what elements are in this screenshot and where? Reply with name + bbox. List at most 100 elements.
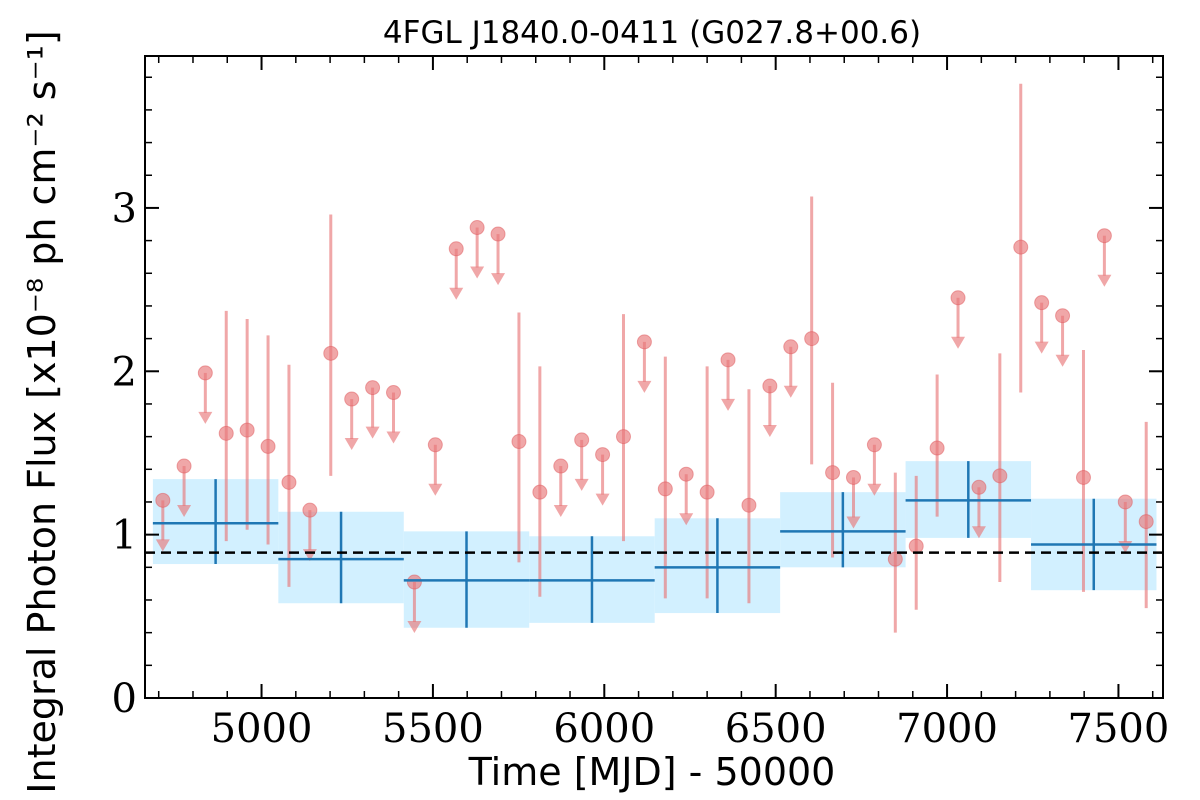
- flux-marker: [197, 365, 213, 381]
- upper-limit-point: [427, 437, 443, 496]
- flux-marker: [176, 458, 192, 474]
- x-tick-label: 6000: [553, 706, 655, 752]
- flux-marker: [678, 466, 694, 482]
- flux-point: [929, 374, 945, 517]
- y-tick-label: 2: [112, 349, 137, 395]
- plot-frame: [144, 55, 1164, 699]
- upper-limit-point: [344, 391, 360, 451]
- flux-marker: [615, 429, 631, 445]
- y-tick-label: 3: [112, 186, 137, 232]
- upper-limit-point: [783, 339, 799, 398]
- flux-marker: [1055, 308, 1071, 324]
- upper-limit-arrow-head: [1034, 341, 1049, 354]
- flux-marker: [281, 474, 297, 490]
- upper-limit-arrow-head: [386, 431, 401, 444]
- flux-marker: [595, 447, 611, 463]
- flux-marker: [720, 352, 736, 368]
- flux-point: [992, 353, 1008, 583]
- flux-point: [218, 310, 234, 542]
- flux-marker: [260, 438, 276, 454]
- flux-marker: [741, 497, 757, 513]
- upper-limit-arrow-head: [365, 426, 380, 439]
- flux-point: [281, 364, 297, 587]
- flux-marker: [1096, 228, 1112, 244]
- flux-marker: [344, 391, 360, 407]
- long-bin-point: [1031, 498, 1157, 591]
- flux-point: [1138, 421, 1154, 609]
- flux-point: [532, 366, 548, 597]
- chart-title: 4FGL J1840.0-0411 (G027.8+00.6): [383, 15, 921, 51]
- upper-limit-point: [595, 447, 611, 506]
- flux-point: [1013, 83, 1029, 393]
- upper-limit-point: [1096, 228, 1112, 287]
- upper-limit-point: [971, 479, 987, 539]
- flux-marker: [406, 574, 422, 590]
- upper-limit-arrow-head: [198, 411, 213, 424]
- flux-marker: [929, 440, 945, 456]
- upper-limit-arrow-head: [679, 513, 694, 526]
- upper-limit-point: [155, 492, 171, 552]
- flux-marker: [825, 465, 841, 481]
- long-bin-point: [780, 492, 906, 568]
- upper-limit-arrow-head: [344, 438, 359, 451]
- upper-limit-arrow-head: [553, 505, 568, 518]
- flux-marker: [365, 380, 381, 396]
- x-axis-title: Time [MJD] - 50000: [468, 750, 836, 794]
- upper-limit-point: [720, 352, 736, 411]
- upper-limit-arrow-head: [1055, 354, 1070, 367]
- flux-marker: [657, 481, 673, 497]
- upper-limit-arrow-head: [951, 336, 966, 349]
- upper-limit-arrow-head: [470, 266, 485, 279]
- y-tick-label: 0: [112, 676, 137, 722]
- upper-limit-point: [678, 466, 694, 526]
- flux-marker: [699, 484, 715, 500]
- upper-limit-arrow-head: [971, 526, 986, 539]
- upper-limit-arrow-head: [637, 380, 652, 393]
- flux-marker: [511, 434, 527, 450]
- flux-marker: [427, 437, 443, 453]
- flux-point: [887, 472, 903, 633]
- upper-limit-arrow-head: [574, 478, 589, 491]
- flux-marker: [908, 538, 924, 554]
- upper-limit-arrow-head: [1097, 274, 1112, 287]
- flux-point: [239, 319, 255, 530]
- upper-limit-arrow-head: [449, 287, 464, 300]
- flux-marker: [1138, 514, 1154, 530]
- upper-limit-point: [1055, 308, 1071, 367]
- upper-limit-point: [950, 290, 966, 349]
- upper-limit-point: [553, 458, 569, 518]
- upper-limit-arrow-head: [867, 483, 882, 496]
- flux-point: [323, 214, 339, 476]
- flux-marker: [239, 422, 255, 438]
- long-bin-point: [529, 536, 655, 623]
- flux-point: [511, 312, 527, 563]
- axis-ticks: 5000 5500 6000 6500 7000 7500 0 1 2 3: [112, 56, 1169, 752]
- upper-limit-point: [845, 469, 861, 529]
- flux-marker: [971, 479, 987, 495]
- upper-limit-arrow-head: [155, 539, 170, 552]
- upper-limit-arrow-head: [428, 483, 443, 496]
- x-tick-label: 7000: [896, 706, 998, 752]
- upper-limit-arrow-head: [762, 424, 777, 437]
- upper-limit-point: [365, 380, 381, 439]
- flux-point: [1075, 350, 1091, 592]
- flux-marker: [1013, 239, 1029, 255]
- plot-area: [145, 83, 1163, 634]
- long-bin-point: [278, 511, 404, 604]
- flux-marker: [636, 334, 652, 350]
- flux-marker: [302, 502, 318, 518]
- upper-limit-arrow-head: [721, 398, 736, 411]
- flux-marker: [469, 220, 485, 236]
- upper-limit-point: [197, 365, 213, 424]
- flux-point: [804, 196, 820, 465]
- long-bin-point: [905, 461, 1032, 538]
- flux-marker: [845, 469, 861, 485]
- upper-limit-point: [1034, 295, 1050, 354]
- flux-marker: [490, 226, 506, 242]
- upper-limit-point: [762, 378, 778, 437]
- upper-limit-point: [866, 437, 882, 496]
- upper-limit-arrow-head: [177, 505, 192, 518]
- flux-marker: [1034, 295, 1050, 311]
- flux-marker: [866, 437, 882, 453]
- flux-point: [825, 382, 841, 558]
